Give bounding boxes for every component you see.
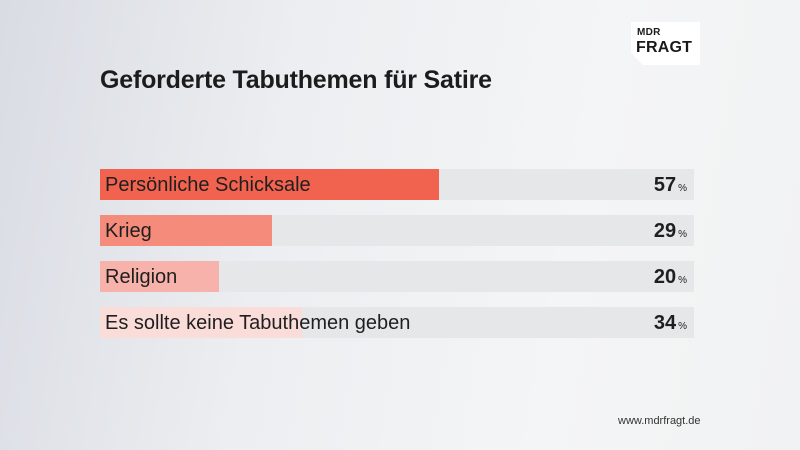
bar-value: 29% [654,220,687,243]
percent-sign: % [678,275,687,286]
percent-sign: % [678,321,687,332]
logo-line-1: MDR [637,27,661,38]
bar-row: Krieg 29% [100,215,694,246]
bar-row: Es sollte keine Tabuthemen geben 34% [100,307,694,338]
footer-url: www.mdrfragt.de [618,415,701,427]
bar-value-number: 57 [653,174,677,196]
percent-sign: % [678,229,687,240]
bar-value: 20% [654,266,687,289]
chart-title: Geforderte Tabuthemen für Satire [100,66,492,94]
bar [100,169,439,200]
bar-row: Religion 20% [100,261,694,292]
bar-label: Krieg [105,220,152,242]
bar-value-number: 20 [653,266,677,288]
bar-value: 57% [654,174,687,197]
percent-sign: % [678,183,687,194]
mdr-fragt-logo: MDR FRAGT [631,22,700,65]
bar-row: Persönliche Schicksale 57% [100,169,694,200]
bar-chart: Persönliche Schicksale 57% Krieg 29% Religio… [100,169,694,341]
bar [100,307,302,338]
bar [100,215,273,246]
bar-label: Persönliche Schicksale [105,174,311,196]
bar-value: 34% [654,312,687,335]
bar-label: Es sollte keine Tabuthemen geben [105,312,411,334]
bar-value-number: 34 [653,312,677,334]
bar-value-number: 29 [653,220,677,242]
bar [100,261,219,292]
bar-label: Religion [105,266,178,288]
logo-line-2: FRAGT [636,39,693,56]
